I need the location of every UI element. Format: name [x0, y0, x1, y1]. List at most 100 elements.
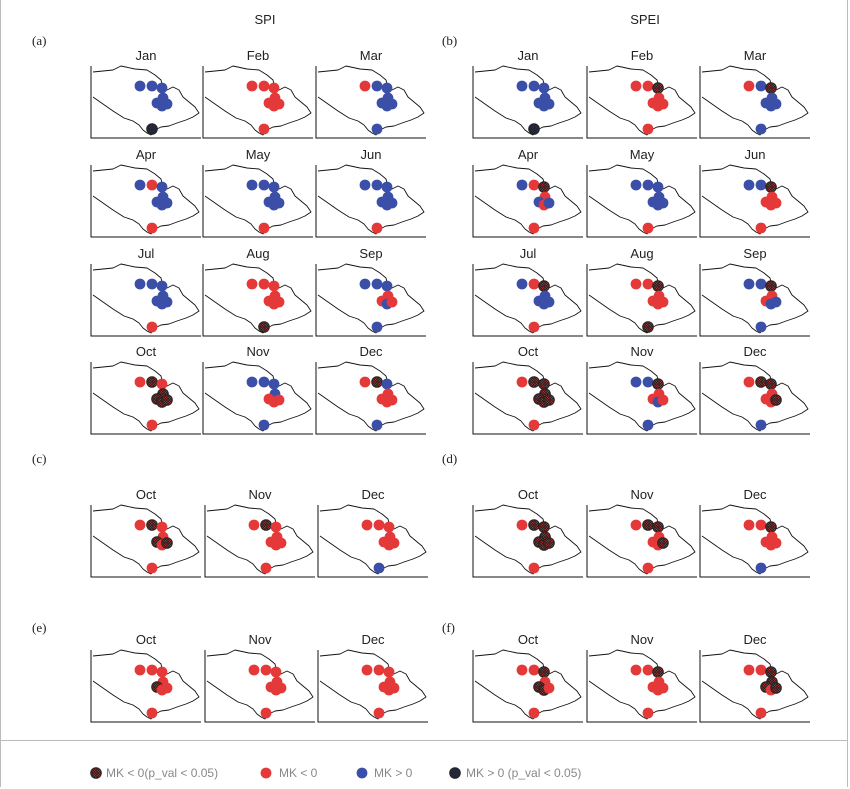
- map-frame: [315, 165, 426, 238]
- station-marker-s8: [371, 419, 383, 431]
- station-marker-s2: [755, 519, 767, 531]
- station-marker-s1: [361, 519, 373, 531]
- state-outline: [701, 164, 809, 235]
- station-marker-s7: [657, 537, 669, 549]
- station-marker-s8: [755, 321, 767, 333]
- map-frame: [586, 66, 697, 139]
- state-outline: [92, 164, 200, 235]
- legend-dot-neg: [260, 767, 272, 779]
- station-marker-s8: [755, 707, 767, 719]
- state-outline: [319, 649, 427, 720]
- station-marker-s7: [273, 197, 285, 209]
- legend-item-sig-neg: MK < 0(p_val < 0.05): [90, 766, 218, 780]
- station-marker-s2: [371, 278, 383, 290]
- map-c-dec: Dec: [317, 487, 428, 578]
- panel-b: Jan Feb Mar Apr May Jun Jul Aug Sep Oct Nov Dec: [472, 48, 810, 435]
- state-outline: [317, 263, 425, 334]
- station-marker-s7: [161, 682, 173, 694]
- map-f-nov: Nov: [586, 632, 697, 723]
- map-frame: [472, 165, 583, 238]
- state-outline: [588, 263, 696, 334]
- month-label: Apr: [518, 147, 539, 162]
- month-label: Sep: [359, 246, 382, 261]
- station-marker-s7: [657, 197, 669, 209]
- station-marker-s3: [268, 181, 280, 193]
- station-marker-s1: [630, 278, 642, 290]
- station-marker-s3: [383, 666, 395, 678]
- station-marker-s1: [246, 278, 258, 290]
- map-frame: [317, 505, 428, 578]
- station-marker-s1: [248, 519, 260, 531]
- month-label: Aug: [246, 246, 269, 261]
- panel-label-f: (f): [442, 620, 455, 635]
- map-d-oct: Oct: [472, 487, 583, 578]
- station-marker-s8: [371, 123, 383, 135]
- station-marker-s2: [371, 179, 383, 191]
- month-label: Jun: [361, 147, 382, 162]
- map-frame: [586, 264, 697, 337]
- station-marker-s3: [156, 666, 168, 678]
- station-marker-s7: [770, 537, 782, 549]
- map-b-jun: Jun: [699, 147, 810, 238]
- station-marker-s2: [755, 664, 767, 676]
- month-label: Oct: [136, 344, 157, 359]
- state-outline: [206, 504, 314, 575]
- state-outline: [474, 65, 582, 136]
- state-outline: [588, 649, 696, 720]
- station-marker-s1: [516, 376, 528, 388]
- panel-label-d: (d): [442, 451, 457, 466]
- map-frame: [586, 650, 697, 723]
- station-marker-s3: [652, 378, 664, 390]
- station-marker-s1: [359, 278, 371, 290]
- station-marker-s2: [258, 80, 270, 92]
- station-marker-s1: [361, 664, 373, 676]
- month-label: Apr: [136, 147, 157, 162]
- station-marker-s1: [134, 376, 146, 388]
- station-marker-s7: [161, 537, 173, 549]
- station-marker-s8: [146, 123, 158, 135]
- station-marker-s1: [248, 664, 260, 676]
- month-label: Jan: [518, 48, 539, 63]
- map-b-apr: Apr: [472, 147, 583, 238]
- legend-label-neg: MK < 0: [279, 766, 318, 780]
- map-a-dec: Dec: [315, 344, 426, 435]
- station-marker-s1: [630, 376, 642, 388]
- station-marker-s2: [528, 80, 540, 92]
- station-marker-s7: [275, 682, 287, 694]
- month-label: Dec: [361, 487, 385, 502]
- station-marker-s2: [528, 278, 540, 290]
- month-label: Dec: [743, 632, 767, 647]
- station-marker-s1: [516, 278, 528, 290]
- station-marker-s8: [528, 123, 540, 135]
- station-marker-s2: [373, 664, 385, 676]
- map-frame: [90, 66, 201, 139]
- station-marker-s3: [538, 666, 550, 678]
- station-marker-s2: [528, 664, 540, 676]
- station-marker-s3: [268, 82, 280, 94]
- map-a-mar: Mar: [315, 48, 426, 139]
- station-marker-s3: [268, 378, 280, 390]
- station-marker-s1: [743, 278, 755, 290]
- month-label: Nov: [630, 487, 654, 502]
- state-outline: [92, 504, 200, 575]
- station-marker-s1: [516, 519, 528, 531]
- station-marker-s3: [156, 181, 168, 193]
- station-marker-s1: [743, 519, 755, 531]
- station-marker-s1: [630, 664, 642, 676]
- map-b-aug: Aug: [586, 246, 697, 337]
- station-marker-s7: [386, 296, 398, 308]
- state-outline: [206, 649, 314, 720]
- month-label: Jun: [745, 147, 766, 162]
- map-b-jan: Jan: [472, 48, 583, 139]
- station-marker-s2: [642, 278, 654, 290]
- state-outline: [317, 164, 425, 235]
- station-marker-s2: [258, 278, 270, 290]
- map-frame: [699, 165, 810, 238]
- state-outline: [474, 361, 582, 432]
- station-marker-s1: [246, 376, 258, 388]
- station-marker-s3: [652, 666, 664, 678]
- maps-group: Jan Feb Mar Apr May Jun Jul Aug Sep Oct Nov Dec Jan F…: [90, 48, 810, 723]
- map-f-oct: Oct: [472, 632, 583, 723]
- month-label: Oct: [518, 344, 539, 359]
